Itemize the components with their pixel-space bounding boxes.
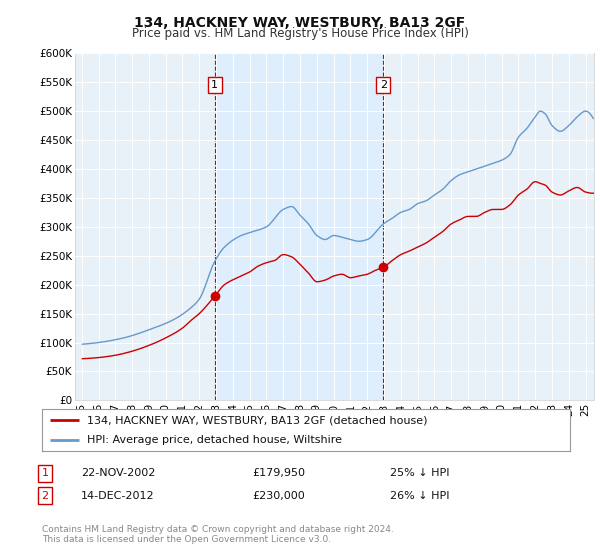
Text: Price paid vs. HM Land Registry's House Price Index (HPI): Price paid vs. HM Land Registry's House …: [131, 27, 469, 40]
Bar: [215, 53, 383, 400]
Text: 14-DEC-2012: 14-DEC-2012: [81, 491, 155, 501]
Text: 134, HACKNEY WAY, WESTBURY, BA13 2GF: 134, HACKNEY WAY, WESTBURY, BA13 2GF: [134, 16, 466, 30]
Text: 134, HACKNEY WAY, WESTBURY, BA13 2GF (detached house): 134, HACKNEY WAY, WESTBURY, BA13 2GF (de…: [87, 415, 427, 425]
Text: 1: 1: [211, 80, 218, 90]
Text: £230,000: £230,000: [252, 491, 305, 501]
Text: Contains HM Land Registry data © Crown copyright and database right 2024.: Contains HM Land Registry data © Crown c…: [42, 525, 394, 534]
Text: 22-NOV-2002: 22-NOV-2002: [81, 468, 155, 478]
Text: 25% ↓ HPI: 25% ↓ HPI: [390, 468, 449, 478]
Text: This data is licensed under the Open Government Licence v3.0.: This data is licensed under the Open Gov…: [42, 535, 331, 544]
Text: 2: 2: [380, 80, 387, 90]
Text: £179,950: £179,950: [252, 468, 305, 478]
Text: 1: 1: [41, 468, 49, 478]
Text: 26% ↓ HPI: 26% ↓ HPI: [390, 491, 449, 501]
Text: HPI: Average price, detached house, Wiltshire: HPI: Average price, detached house, Wilt…: [87, 435, 342, 445]
Text: 2: 2: [41, 491, 49, 501]
